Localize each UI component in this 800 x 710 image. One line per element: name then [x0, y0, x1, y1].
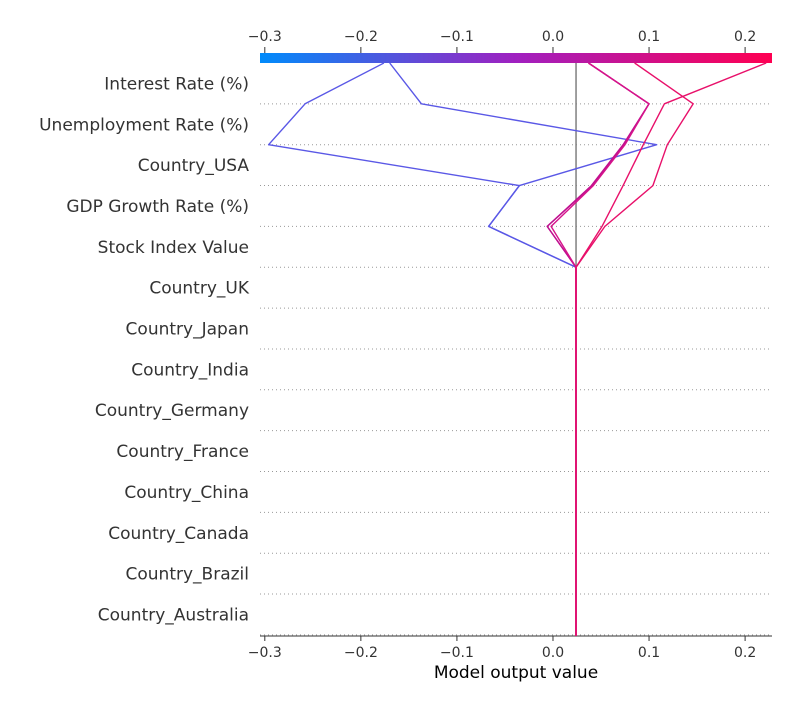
decision-line — [550, 62, 650, 636]
bottom-tick-label: 0.2 — [734, 645, 756, 661]
feature-label: Country_Canada — [108, 524, 249, 544]
top-axis: −0.3 −0.2 −0.1 0.0 0.1 0.2 — [248, 29, 756, 53]
top-tick-label: 0.0 — [542, 29, 564, 45]
feature-label: Country_USA — [138, 156, 250, 176]
feature-label: Country_Australia — [98, 605, 249, 625]
bottom-tick-label: −0.2 — [344, 645, 378, 661]
feature-labels: Interest Rate (%) Unemployment Rate (%) Co… — [39, 74, 250, 625]
feature-label: Country_France — [116, 442, 249, 462]
decision-line — [575, 62, 767, 636]
decision-line — [267, 62, 577, 636]
feature-label: Stock Index Value — [98, 238, 249, 258]
feature-label: Country_China — [124, 483, 249, 503]
top-tick-label: −0.2 — [344, 29, 378, 45]
top-tick-label: −0.3 — [248, 29, 282, 45]
decision-line — [546, 62, 650, 636]
feature-label: Country_Germany — [95, 401, 249, 421]
bottom-tick-label: 0.1 — [638, 645, 660, 661]
feature-label: GDP Growth Rate (%) — [66, 197, 249, 217]
bottom-tick-label: 0.0 — [542, 645, 564, 661]
bottom-axis: −0.3 −0.2 −0.1 0.0 0.1 0.2 — [248, 635, 772, 661]
feature-label: Interest Rate (%) — [104, 74, 249, 94]
feature-label: Unemployment Rate (%) — [39, 115, 249, 135]
top-tick-label: 0.2 — [734, 29, 756, 45]
decision-line — [575, 62, 694, 636]
feature-label: Country_Japan — [126, 320, 249, 340]
decision-line — [546, 62, 650, 636]
feature-label: Country_UK — [149, 279, 249, 299]
bottom-tick-label: −0.1 — [440, 645, 474, 661]
x-axis-title: Model output value — [434, 663, 598, 683]
feature-label: Country_Brazil — [126, 565, 249, 585]
decision-line — [389, 62, 658, 636]
decision-lines — [267, 62, 767, 636]
feature-label: Country_India — [131, 360, 249, 380]
top-tick-label: −0.1 — [440, 29, 474, 45]
top-tick-label: 0.1 — [638, 29, 660, 45]
colorbar — [260, 53, 772, 63]
bottom-tick-label: −0.3 — [248, 645, 282, 661]
feature-gridlines — [260, 103, 772, 636]
